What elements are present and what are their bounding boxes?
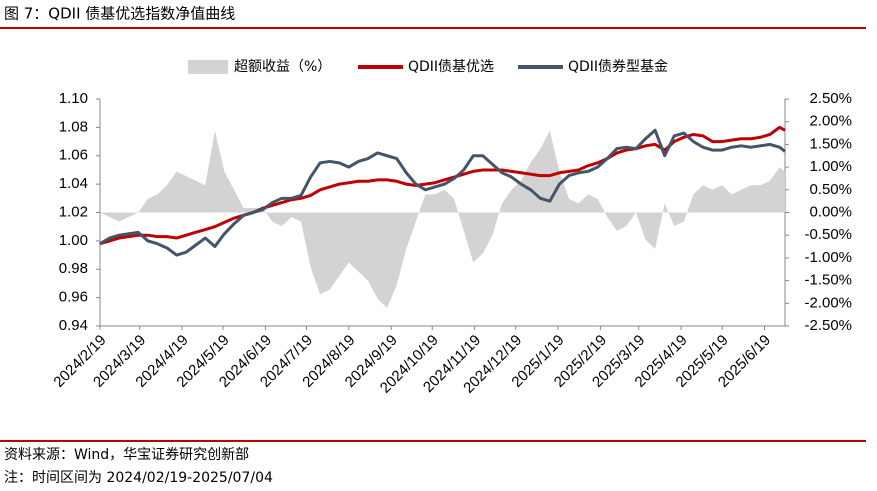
y2-tick-label: -0.50% [804, 226, 852, 243]
y-tick-label: 1.00 [59, 232, 88, 249]
y2-tick-label: 2.50% [809, 90, 852, 107]
y2-tick-label: 0.50% [809, 181, 852, 198]
y-tick-label: 1.08 [59, 118, 88, 135]
legend-label: QDII债券型基金 [568, 58, 668, 75]
y-tick-label: 1.04 [59, 175, 88, 192]
y2-tick-label: 1.50% [809, 135, 852, 152]
y-tick-label: 0.94 [59, 317, 88, 334]
y-tick-label: 1.10 [59, 90, 88, 107]
source: 资料来源：Wind，华宝证券研究创新部 [4, 447, 249, 463]
y-tick-label: 0.98 [59, 260, 88, 277]
legend-swatch [188, 60, 228, 74]
y2-tick-label: 0.00% [809, 203, 852, 220]
note: 注：时间区间为 2024/02/19-2025/07/04 [4, 470, 273, 486]
y-tick-label: 0.96 [59, 289, 88, 306]
legend-label: QDII债基优选 [408, 58, 494, 75]
y-tick-label: 1.06 [59, 147, 88, 164]
y2-tick-label: -2.50% [804, 317, 852, 334]
y2-tick-label: 2.00% [809, 113, 852, 130]
excess-area [100, 130, 785, 308]
y2-tick-label: 1.00% [809, 158, 852, 175]
y2-tick-label: -1.00% [804, 249, 852, 266]
y2-tick-label: -1.50% [804, 272, 852, 289]
y2-tick-label: -2.00% [804, 294, 852, 311]
series-line [99, 128, 786, 257]
chart-title: 图 7：QDII 债基优选指数净值曲线 [4, 5, 235, 23]
y-tick-label: 1.02 [59, 203, 88, 220]
series-line [99, 125, 786, 246]
legend-label: 超额收益（%） [234, 59, 331, 75]
